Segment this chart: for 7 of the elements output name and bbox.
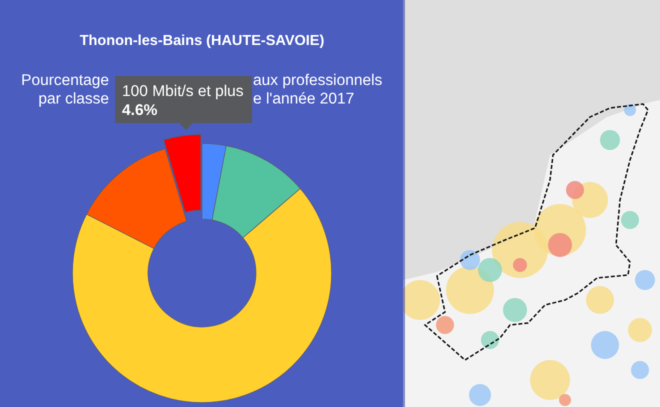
data-label: 4.6% <box>122 102 158 119</box>
text: par classe <box>38 90 110 108</box>
text: e l'année 2017 <box>253 90 354 108</box>
text: Pourcentage <box>21 72 110 89</box>
slice-label: 100 Mbit/s et plus <box>122 82 244 100</box>
chart-title: Thonon-les-Bains (HAUTE-SAVOIE) <box>80 33 324 49</box>
text: aux professionnels <box>253 72 383 89</box>
